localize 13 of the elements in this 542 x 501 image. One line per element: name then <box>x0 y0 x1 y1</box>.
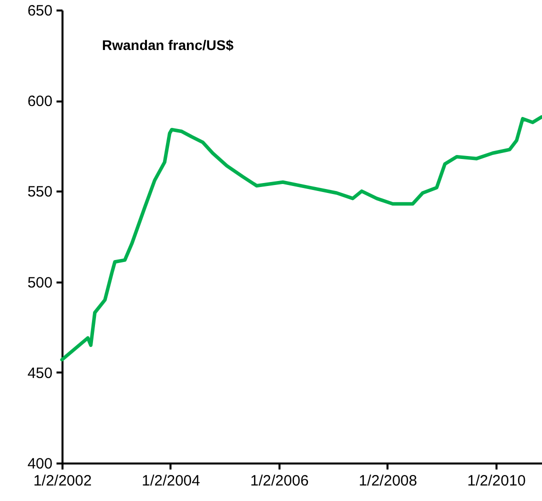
y-tick-label: 600 <box>27 93 52 110</box>
x-tick-label: 1/2/2002 <box>33 472 92 490</box>
x-tick-label: 1/2/2004 <box>142 472 200 490</box>
y-tick-label: 450 <box>27 364 52 382</box>
line-series <box>60 115 542 362</box>
y-tick-label: 500 <box>27 274 52 292</box>
x-tick-label: 1/2/2006 <box>250 472 309 490</box>
y-tick-label: 400 <box>27 456 52 472</box>
text: Rwandan franc/US$ <box>102 37 234 53</box>
x-tick-label: 1/2/2008 <box>358 472 418 490</box>
x-tick-label: 1/2/2010 <box>467 472 526 490</box>
y-tick-label: 550 <box>27 184 52 201</box>
y-tick-label: 650 <box>27 2 52 20</box>
